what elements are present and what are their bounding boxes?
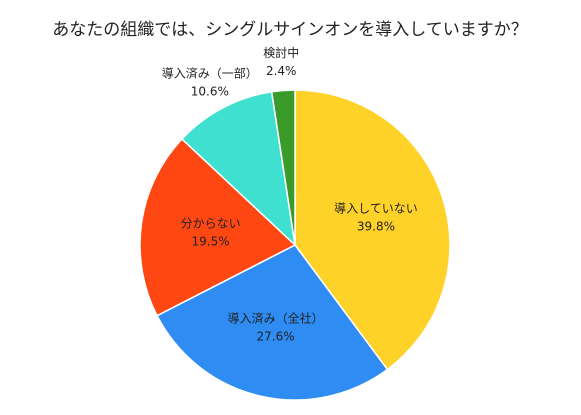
chart-title: あなたの組織では、シングルサインオンを導入していますか？ [52, 20, 528, 40]
slice-label: 導入済み（全社） [228, 311, 324, 326]
slice-value: 2.4% [266, 64, 297, 78]
slice-value: 39.8% [357, 220, 395, 234]
pie-slice [180, 90, 297, 248]
pie-slice [270, 89, 296, 246]
slice-value: 10.6% [191, 85, 229, 99]
slice-label: 導入済み（一部） [162, 66, 258, 81]
pie-slice [156, 244, 389, 401]
slice-label: 導入していない [334, 202, 418, 216]
slice-value: 19.5% [192, 235, 230, 249]
pie-slice [139, 137, 297, 317]
slice-value: 27.6% [257, 330, 295, 344]
slice-label: 検討中 [263, 45, 299, 60]
slice-label: 分からない [181, 217, 241, 231]
pie-slice [294, 89, 451, 371]
